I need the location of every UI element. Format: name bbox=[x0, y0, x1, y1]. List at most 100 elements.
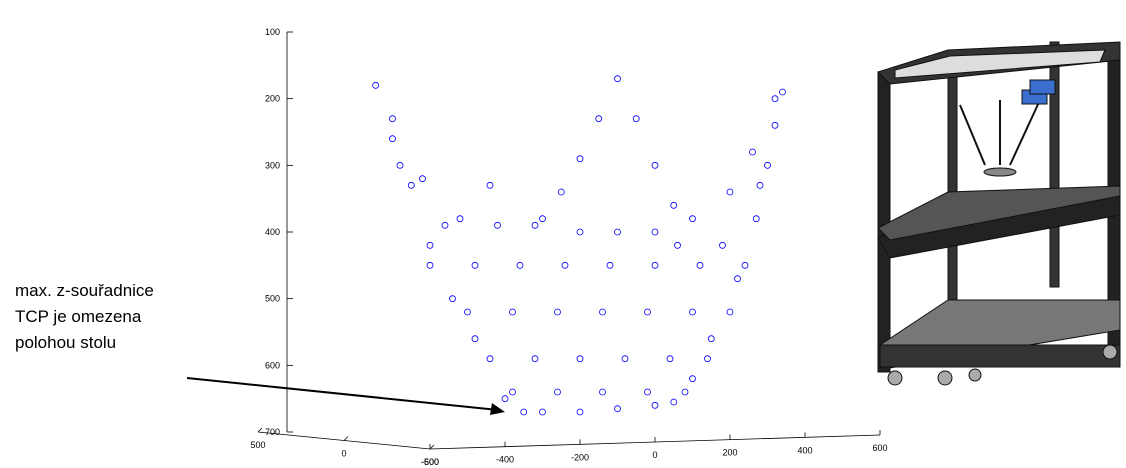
point bbox=[557, 188, 565, 196]
point bbox=[539, 215, 546, 223]
point bbox=[407, 181, 415, 189]
point bbox=[389, 135, 396, 143]
annotation-line: max. z-souřadnice bbox=[15, 281, 154, 300]
point bbox=[494, 221, 501, 229]
point bbox=[621, 355, 629, 363]
y-tick-label: 100 bbox=[265, 27, 280, 37]
y-tick-label: 300 bbox=[265, 160, 280, 170]
point bbox=[689, 215, 696, 223]
annotation-line: TCP je omezena bbox=[15, 307, 142, 326]
point bbox=[771, 95, 779, 103]
point bbox=[696, 261, 704, 269]
point bbox=[670, 201, 678, 209]
y-tick-label: 600 bbox=[265, 360, 280, 370]
point bbox=[576, 355, 584, 363]
point bbox=[389, 115, 396, 123]
point bbox=[486, 181, 494, 189]
point bbox=[509, 308, 516, 316]
point bbox=[554, 308, 561, 316]
point bbox=[651, 261, 659, 269]
point bbox=[681, 388, 689, 396]
point bbox=[441, 221, 449, 229]
arrow-head bbox=[490, 403, 505, 415]
point bbox=[396, 161, 404, 169]
depth-tick bbox=[257, 427, 263, 433]
robot-illustration bbox=[877, 41, 1121, 386]
point bbox=[726, 188, 734, 196]
x-tick-label: -200 bbox=[571, 452, 589, 462]
point bbox=[644, 308, 651, 316]
point bbox=[666, 355, 674, 363]
point bbox=[554, 388, 561, 396]
point bbox=[531, 221, 539, 229]
point bbox=[471, 335, 479, 343]
point bbox=[752, 215, 760, 223]
point bbox=[689, 308, 696, 316]
depth-tick-label: 500 bbox=[250, 440, 265, 450]
point bbox=[651, 228, 659, 236]
point bbox=[651, 161, 659, 169]
annotation-line: polohou stolu bbox=[15, 333, 116, 352]
point bbox=[576, 155, 584, 163]
point bbox=[651, 401, 659, 409]
point bbox=[614, 228, 621, 236]
point bbox=[539, 408, 546, 416]
point bbox=[771, 121, 779, 129]
point bbox=[471, 261, 479, 269]
point bbox=[734, 275, 741, 283]
x-tick-label: -400 bbox=[496, 455, 514, 465]
point bbox=[576, 408, 584, 416]
point bbox=[426, 261, 434, 269]
point bbox=[486, 355, 494, 363]
point bbox=[520, 408, 528, 416]
point bbox=[670, 398, 678, 406]
point bbox=[595, 115, 603, 123]
depth-tick-label: -500 bbox=[421, 457, 439, 467]
point bbox=[749, 148, 756, 156]
point bbox=[644, 388, 651, 396]
point bbox=[464, 308, 471, 316]
x-tick-label: 200 bbox=[722, 448, 737, 458]
point bbox=[531, 355, 539, 363]
y-tick-label: 200 bbox=[265, 94, 280, 104]
point bbox=[456, 215, 464, 223]
x-tick-label: -600 bbox=[421, 457, 439, 467]
point bbox=[689, 375, 696, 383]
point bbox=[674, 241, 681, 249]
annotation-arrow bbox=[186, 377, 499, 411]
depth-tick bbox=[343, 436, 349, 441]
point bbox=[599, 308, 606, 316]
x-tick-label: 600 bbox=[872, 443, 887, 453]
x-tick-label: 400 bbox=[797, 445, 812, 455]
y-tick-label: 700 bbox=[265, 427, 280, 437]
point bbox=[726, 308, 734, 316]
point bbox=[704, 355, 711, 363]
point bbox=[419, 175, 426, 183]
point bbox=[614, 75, 621, 83]
point bbox=[426, 241, 434, 249]
point bbox=[632, 115, 640, 123]
point bbox=[576, 228, 584, 236]
point bbox=[756, 181, 764, 189]
point bbox=[449, 295, 456, 303]
y-tick-label: 400 bbox=[265, 227, 280, 237]
point bbox=[372, 81, 380, 89]
point bbox=[707, 335, 715, 343]
point bbox=[719, 241, 726, 249]
point bbox=[606, 261, 614, 269]
point bbox=[501, 395, 509, 403]
y-tick-label: 500 bbox=[265, 294, 280, 304]
point bbox=[599, 388, 606, 396]
point bbox=[764, 161, 771, 169]
depth-tick bbox=[429, 444, 435, 450]
point bbox=[516, 261, 524, 269]
point bbox=[509, 388, 516, 396]
point bbox=[779, 88, 786, 96]
x-tick-label: 0 bbox=[652, 450, 657, 460]
point bbox=[561, 261, 569, 269]
point bbox=[614, 405, 621, 413]
depth-tick-label: 0 bbox=[341, 449, 346, 459]
point bbox=[741, 261, 749, 269]
